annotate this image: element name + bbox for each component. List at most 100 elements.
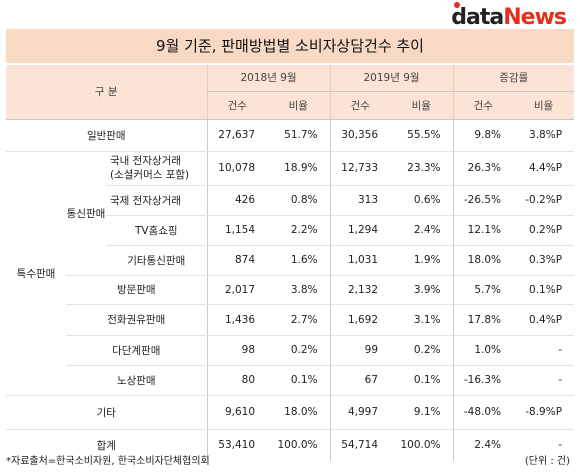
cell: 1,436 <box>206 304 268 336</box>
header-row-periods: 구 분 2018년 9월 2019년 9월 증감률 <box>6 65 575 120</box>
header-sub: 비율 <box>513 91 575 120</box>
cell: -26.5% <box>452 185 514 216</box>
row-label-domestic: 국내 전자상거래 (소셜커머스 포함) <box>106 151 208 186</box>
cell: 80 <box>206 365 268 396</box>
header-change-rate: 증감률 <box>452 65 575 92</box>
cell: 18.9% <box>267 151 331 186</box>
cell: 54,714 <box>329 428 391 461</box>
group-label-special: 특수판매 <box>6 151 66 396</box>
row-label-visit: 방문판매 <box>66 275 208 305</box>
cell: -8.9%P <box>513 395 575 430</box>
table-row: 다단계판매 98 0.2% 99 0.2% 1.0% - <box>6 335 575 366</box>
cell: -16.3% <box>452 365 514 396</box>
row-label-total: 합계 <box>6 428 208 461</box>
cell: - <box>513 365 575 396</box>
cell: 9,610 <box>206 395 268 430</box>
cell: - <box>513 428 575 461</box>
cell: 0.2%P <box>513 215 575 246</box>
table-row: 기타 9,610 18.0% 4,997 9.1% -48.0% -8.9%P <box>6 395 575 430</box>
row-label-phone: 전화권유판매 <box>66 304 208 336</box>
table-row: 국제 전자상거래 426 0.8% 313 0.6% -26.5% -0.2%P <box>6 185 575 216</box>
row-label-othermail: 기타통신판매 <box>106 245 208 276</box>
cell: 0.3%P <box>513 245 575 276</box>
cell: -48.0% <box>452 395 514 430</box>
cell: 5.7% <box>452 275 514 305</box>
cell: 9.1% <box>390 395 454 430</box>
unit-note: (단위 : 건) <box>524 456 570 467</box>
cell: 874 <box>206 245 268 276</box>
table-row: 기타통신판매 874 1.6% 1,031 1.9% 18.0% 0.3%P <box>6 245 575 276</box>
cell: 23.3% <box>390 151 454 186</box>
cell: 1,031 <box>329 245 391 276</box>
consultation-table: 구 분 2018년 9월 2019년 9월 증감률 건수 비율 건수 비율 건수… <box>6 65 575 461</box>
header-sub: 건수 <box>329 91 391 120</box>
cell: 26.3% <box>452 151 514 186</box>
row-label-tv: TV홈쇼핑 <box>106 215 208 246</box>
cell: 0.1% <box>267 365 331 396</box>
cell: 2.4% <box>390 215 454 246</box>
cell: 313 <box>329 185 391 216</box>
cell: 100.0% <box>390 428 454 461</box>
cell: 0.8% <box>267 185 331 216</box>
cell: 3.8% <box>267 275 331 305</box>
cell: 3.9% <box>390 275 454 305</box>
cell: 51.7% <box>267 119 331 152</box>
cell: 18.0% <box>267 395 331 430</box>
cell: 0.4%P <box>513 304 575 336</box>
cell: 3.8%P <box>513 119 575 152</box>
cell: 67 <box>329 365 391 396</box>
cell: 1,692 <box>329 304 391 336</box>
cell: 53,410 <box>206 428 268 461</box>
cell: 0.2% <box>390 335 454 366</box>
cell: 98 <box>206 335 268 366</box>
cell: 2,132 <box>329 275 391 305</box>
cell: 1.6% <box>267 245 331 276</box>
cell: 4.4%P <box>513 151 575 186</box>
cell: 55.5% <box>390 119 454 152</box>
cell: 0.1%P <box>513 275 575 305</box>
row-label-multi: 다단계판매 <box>66 335 208 366</box>
cell: 426 <box>206 185 268 216</box>
cell: 12,733 <box>329 151 391 186</box>
group-label-mail: 통신판매 <box>66 151 106 276</box>
table-row: 방문판매 2,017 3.8% 2,132 3.9% 5.7% 0.1%P <box>6 275 575 305</box>
datanews-logo: dataNews <box>451 5 567 30</box>
cell: 10,078 <box>206 151 268 186</box>
cell: 1,294 <box>329 215 391 246</box>
cell: 17.8% <box>452 304 514 336</box>
table-title: 9월 기준, 판매방법별 소비자상담건수 추이 <box>6 29 574 63</box>
header-sub: 비율 <box>267 91 331 120</box>
cell: 100.0% <box>267 428 331 461</box>
cell: 0.1% <box>390 365 454 396</box>
table-row-total: 합계 53,410 100.0% 54,714 100.0% 2.4% - <box>6 428 575 461</box>
table-row: 일반판매 27,637 51.7% 30,356 55.5% 9.8% 3.8%… <box>6 119 575 152</box>
cell: 12.1% <box>452 215 514 246</box>
header-category: 구 분 <box>6 65 208 120</box>
header-period-2018: 2018년 9월 <box>206 65 331 92</box>
cell: 2,017 <box>206 275 268 305</box>
table-row: 전화권유판매 1,436 2.7% 1,692 3.1% 17.8% 0.4%P <box>6 304 575 336</box>
cell: 18.0% <box>452 245 514 276</box>
cell: 1,154 <box>206 215 268 246</box>
header-row-sub: 건수 비율 건수 비율 건수 비율 <box>6 91 575 120</box>
row-label-etc: 기타 <box>6 395 208 430</box>
table-row: 노상판매 80 0.1% 67 0.1% -16.3% - <box>6 365 575 396</box>
header-sub: 건수 <box>452 91 514 120</box>
cell: 27,637 <box>206 119 268 152</box>
row-label-intl: 국제 전자상거래 <box>106 185 208 216</box>
source-note: *자료출처=한국소비자원, 한국소비자단체협의회 <box>6 456 210 467</box>
header-sub: 비율 <box>390 91 454 120</box>
cell: 0.6% <box>390 185 454 216</box>
cell: 1.9% <box>390 245 454 276</box>
table-row: TV홈쇼핑 1,154 2.2% 1,294 2.4% 12.1% 0.2%P <box>6 215 575 246</box>
cell: 2.4% <box>452 428 514 461</box>
cell: 4,997 <box>329 395 391 430</box>
header-sub: 건수 <box>206 91 268 120</box>
cell: 3.1% <box>390 304 454 336</box>
row-label-street: 노상판매 <box>66 365 208 396</box>
cell: 1.0% <box>452 335 514 366</box>
cell: 99 <box>329 335 391 366</box>
cell: -0.2%P <box>513 185 575 216</box>
header-period-2019: 2019년 9월 <box>329 65 454 92</box>
row-label-general: 일반판매 <box>6 119 208 152</box>
